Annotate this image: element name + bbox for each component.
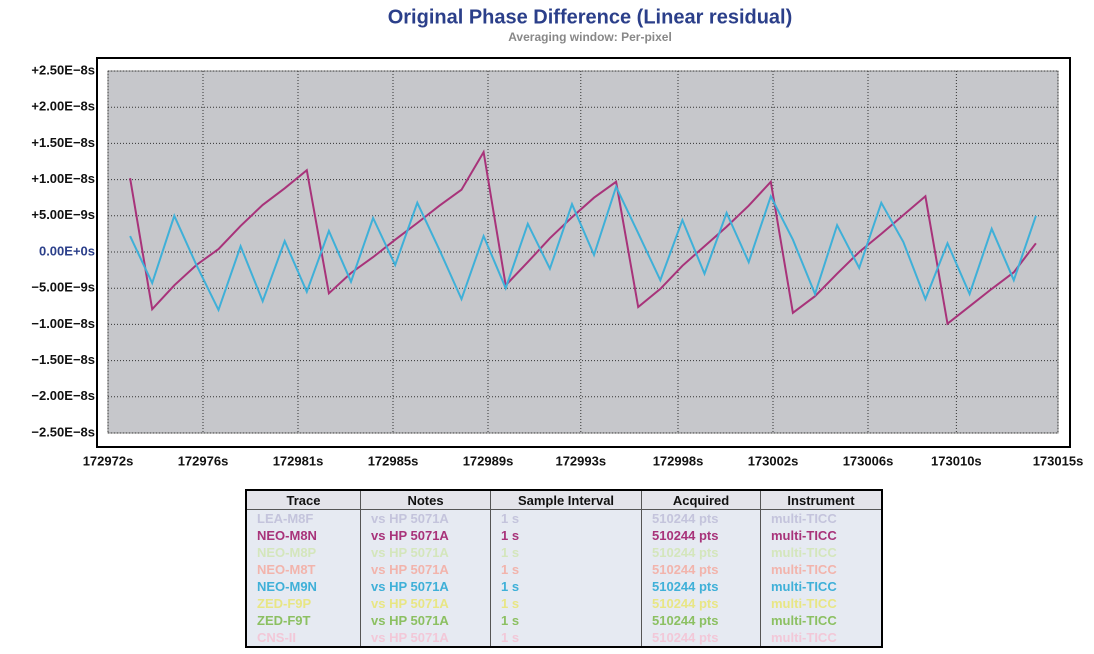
- legend-header-cell: Acquired: [641, 489, 761, 510]
- legend-cell: 1 s: [490, 561, 642, 578]
- legend-row: ZED-F9P vs HP 5071A 1 s 510244 pts multi-TIC…: [245, 595, 883, 612]
- x-tick-label: 172985s: [368, 453, 419, 468]
- legend-cell: multi-TICC: [760, 612, 883, 629]
- x-tick-label: 172976s: [178, 453, 229, 468]
- legend-cell: multi-TICC: [760, 578, 883, 595]
- x-tick-label: 173010s: [931, 453, 982, 468]
- legend-cell: multi-TICC: [760, 544, 883, 561]
- x-tick-label: 173015s: [1033, 453, 1084, 468]
- legend-cell: multi-TICC: [760, 629, 883, 647]
- series-line: [129, 184, 1037, 313]
- legend-cell: vs HP 5071A: [360, 509, 491, 527]
- legend-cell: 1 s: [490, 509, 642, 527]
- legend-header-cell: Trace: [245, 489, 361, 510]
- legend-cell: vs HP 5071A: [360, 527, 491, 544]
- legend-row: NEO-M9N vs HP 5071A 1 s 510244 pts multi-TIC…: [245, 578, 883, 595]
- legend-cell: 1 s: [490, 629, 642, 647]
- y-tick-label: 0.00E+0s: [39, 243, 95, 258]
- y-tick-label: +1.50E−8s: [31, 135, 95, 150]
- legend-row: NEO-M8N vs HP 5071A 1 s 510244 pts multi-TIC…: [245, 527, 883, 544]
- legend-cell: 510244 pts: [641, 629, 761, 647]
- y-tick-label: +2.00E−8s: [31, 99, 95, 114]
- legend-row: NEO-M8P vs HP 5071A 1 s 510244 pts multi-TIC…: [245, 544, 883, 561]
- legend-cell: 510244 pts: [641, 509, 761, 527]
- legend-cell: NEO-M9N: [245, 578, 361, 595]
- legend-row: ZED-F9T vs HP 5071A 1 s 510244 pts multi-TIC…: [245, 612, 883, 629]
- legend-cell: 1 s: [490, 578, 642, 595]
- legend-cell: CNS-II: [245, 629, 361, 647]
- y-tick-label: −2.50E−8s: [31, 424, 95, 439]
- legend-row: LEA-M8F vs HP 5071A 1 s 510244 pts multi-TIC…: [245, 509, 883, 527]
- legend-cell: multi-TICC: [760, 527, 883, 544]
- legend-cell: vs HP 5071A: [360, 595, 491, 612]
- legend-cell: vs HP 5071A: [360, 561, 491, 578]
- y-tick-label: −2.00E−8s: [31, 388, 95, 403]
- series-line: [129, 149, 1037, 326]
- legend-cell: vs HP 5071A: [360, 544, 491, 561]
- y-tick-label: −5.00E−9s: [31, 280, 95, 295]
- y-tick-label: +1.00E−8s: [31, 171, 95, 186]
- x-tick-label: 172998s: [653, 453, 704, 468]
- legend-cell: ZED-F9T: [245, 612, 361, 629]
- legend-cell: 1 s: [490, 527, 642, 544]
- legend-cell: NEO-M8N: [245, 527, 361, 544]
- legend-cell: 510244 pts: [641, 612, 761, 629]
- y-tick-label: −1.50E−8s: [31, 352, 95, 367]
- x-tick-label: 172993s: [555, 453, 606, 468]
- legend-cell: 510244 pts: [641, 595, 761, 612]
- chart: Original Phase Difference (Linear residu…: [31, 6, 1084, 468]
- chart-subtitle: Averaging window: Per-pixel: [508, 30, 672, 44]
- legend-cell: 510244 pts: [641, 544, 761, 561]
- y-tick-label: −1.00E−8s: [31, 316, 95, 331]
- legend-cell: vs HP 5071A: [360, 629, 491, 647]
- legend-header-row: Trace Notes Sample Interval Acquired Instrum…: [245, 489, 883, 510]
- x-tick-label: 173006s: [843, 453, 894, 468]
- legend-cell: multi-TICC: [760, 561, 883, 578]
- legend-row: CNS-II vs HP 5071A 1 s 510244 pts multi-TICC: [245, 629, 883, 647]
- legend-cell: 1 s: [490, 544, 642, 561]
- legend-cell: vs HP 5071A: [360, 578, 491, 595]
- chart-title: Original Phase Difference (Linear residu…: [388, 6, 793, 28]
- legend-cell: LEA-M8F: [245, 509, 361, 527]
- x-tick-label: 172972s: [83, 453, 134, 468]
- x-tick-label: 172989s: [463, 453, 514, 468]
- x-tick-label: 172981s: [273, 453, 324, 468]
- legend-cell: 510244 pts: [641, 561, 761, 578]
- x-tick-label: 173002s: [748, 453, 799, 468]
- legend-header-cell: Sample Interval: [490, 489, 642, 510]
- legend-header-cell: Instrument: [760, 489, 883, 510]
- legend-cell: NEO-M8T: [245, 561, 361, 578]
- y-tick-label: +2.50E−8s: [31, 62, 95, 77]
- y-tick-label: +5.00E−9s: [31, 207, 95, 222]
- legend-cell: ZED-F9P: [245, 595, 361, 612]
- legend-row: NEO-M8T vs HP 5071A 1 s 510244 pts multi-TIC…: [245, 561, 883, 578]
- legend-cell: 510244 pts: [641, 578, 761, 595]
- legend-cell: vs HP 5071A: [360, 612, 491, 629]
- legend-cell: 1 s: [490, 595, 642, 612]
- legend-cell: multi-TICC: [760, 595, 883, 612]
- legend-header-cell: Notes: [360, 489, 491, 510]
- legend-cell: 510244 pts: [641, 527, 761, 544]
- legend-cell: multi-TICC: [760, 509, 883, 527]
- legend-cell: NEO-M8P: [245, 544, 361, 561]
- legend-cell: 1 s: [490, 612, 642, 629]
- legend-table: Trace Notes Sample Interval Acquired Instrum…: [245, 489, 883, 648]
